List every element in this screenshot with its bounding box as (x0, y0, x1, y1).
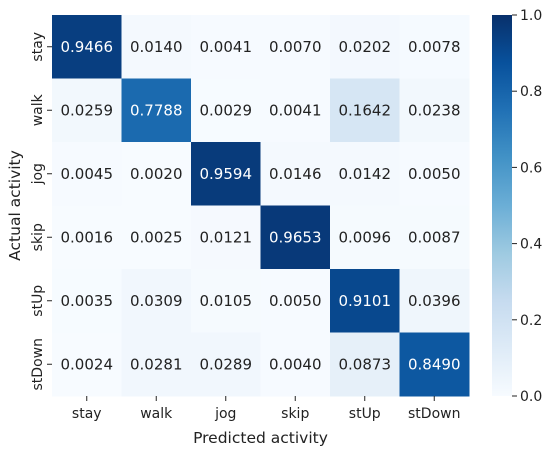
heatmap-cell (260, 269, 331, 333)
cell-value-label: 0.9466 (61, 38, 114, 56)
heatmap-cell (191, 332, 261, 397)
cell-value-label: 0.0029 (200, 101, 253, 119)
heatmap-cell (330, 205, 400, 270)
cell-value-label: 0.0070 (269, 38, 322, 56)
colorbar-tick-label: 0.0 (520, 389, 542, 405)
x-tick-label: stay (72, 406, 102, 422)
heatmap-cell (330, 142, 400, 206)
cell-value-label: 0.0396 (408, 292, 461, 310)
x-tick-label: walk (140, 406, 173, 422)
heatmap-cell (191, 205, 261, 270)
heatmap-cell (191, 269, 261, 333)
y-tick-label: stDown (30, 338, 46, 390)
cell-value-label: 0.0041 (200, 38, 253, 56)
heatmap-cell (121, 269, 192, 333)
cell-value-label: 0.0035 (61, 292, 114, 310)
colorbar-tick-label: 0.8 (520, 84, 542, 100)
x-tick-label: jog (214, 406, 236, 422)
x-axis: stay walk jog skip stUp stDown (72, 396, 460, 422)
cell-value-label: 0.0025 (130, 228, 183, 246)
heatmap-cell (121, 142, 192, 206)
cell-value-label: 0.0281 (130, 355, 183, 373)
cell-value-label: 0.0024 (61, 355, 114, 373)
y-tick-label: walk (30, 93, 46, 126)
colorbar-ticks: 0.0 0.2 0.4 0.6 0.8 1.0 (512, 8, 542, 405)
heatmap-cell (330, 269, 400, 333)
cell-value-label: 0.0087 (408, 228, 461, 246)
cell-value-label: 0.0105 (200, 292, 253, 310)
cell-value-label: 0.0309 (130, 292, 183, 310)
heatmap-cell (121, 205, 192, 270)
cell-value-label: 0.0078 (408, 38, 461, 56)
heatmap-cell (191, 15, 261, 79)
cell-value-label: 0.7788 (130, 101, 183, 119)
heatmap-cell (399, 205, 470, 270)
cell-value-label: 0.0050 (408, 165, 461, 183)
y-axis: stay walk jog skip stUp stDown (30, 32, 52, 390)
heatmap-cell (260, 142, 331, 206)
cell-value-label: 0.0041 (269, 101, 322, 119)
heatmap-cell (330, 78, 400, 143)
heatmap-cell (121, 15, 192, 79)
heatmap-cell (260, 78, 331, 143)
y-tick-label: jog (30, 163, 46, 185)
x-axis-label: Predicted activity (193, 429, 328, 447)
y-tick-label: stay (30, 32, 46, 62)
colorbar-tick-label: 0.6 (520, 160, 542, 176)
cell-value-label: 0.0016 (61, 228, 114, 246)
heatmap-cell (260, 205, 331, 270)
heatmap-cell (121, 78, 192, 143)
cell-value-label: 0.0121 (200, 228, 253, 246)
cell-value-label: 0.0259 (61, 101, 114, 119)
cell-value-label: 0.1642 (339, 101, 392, 119)
heatmap-cell (330, 15, 400, 79)
x-tick-label: skip (281, 406, 309, 422)
cell-value-label: 0.9101 (339, 292, 392, 310)
colorbar-tick-label: 0.4 (520, 237, 542, 253)
cell-value-label: 0.0289 (200, 355, 253, 373)
heatmap-cell (52, 332, 122, 397)
cell-value-label: 0.0045 (61, 165, 114, 183)
cell-value-label: 0.0873 (339, 355, 392, 373)
heatmap-cell (52, 142, 122, 206)
heatmap-cell (260, 15, 331, 79)
x-tick-label: stDown (408, 406, 460, 422)
heatmap-cell (399, 332, 470, 397)
heatmap-cell (399, 15, 470, 79)
cell-value-label: 0.0146 (269, 165, 322, 183)
heatmap-cell (191, 78, 261, 143)
heatmap-cell (399, 269, 470, 333)
cell-value-label: 0.0040 (269, 355, 322, 373)
heatmap-cells (52, 15, 470, 397)
cell-value-label: 0.9594 (200, 165, 253, 183)
colorbar-tick-label: 0.2 (520, 313, 542, 329)
cell-value-label: 0.0202 (339, 38, 392, 56)
cell-value-label: 0.0096 (339, 228, 392, 246)
y-tick-label: skip (30, 223, 46, 251)
cell-value-label: 0.0050 (269, 292, 322, 310)
x-tick-label: stUp (349, 406, 381, 422)
cell-value-label: 0.8490 (408, 355, 461, 373)
heatmap-cell (399, 142, 470, 206)
cell-value-label: 0.0020 (130, 165, 183, 183)
cell-value-label: 0.9653 (269, 228, 322, 246)
heatmap-cell (52, 78, 122, 143)
y-axis-label: Actual activity (6, 150, 24, 261)
cell-value-label: 0.0140 (130, 38, 183, 56)
heatmap-cell (52, 15, 122, 79)
y-tick-label: stUp (30, 285, 46, 317)
heatmap-cell (121, 332, 192, 397)
heatmap-cell (260, 332, 331, 397)
colorbar (492, 15, 512, 396)
heatmap-cell (52, 205, 122, 270)
cell-value-label: 0.0142 (339, 165, 392, 183)
heatmap-cell (191, 142, 261, 206)
heatmap-cell (330, 332, 400, 397)
heatmap-cell (52, 269, 122, 333)
cell-value-label: 0.0238 (408, 101, 461, 119)
heatmap-cell (399, 78, 470, 143)
colorbar-tick-label: 1.0 (520, 8, 542, 24)
cell-labels: 0.9466 0.0140 0.0041 0.0070 0.0202 0.0078 0.02… (61, 38, 461, 374)
